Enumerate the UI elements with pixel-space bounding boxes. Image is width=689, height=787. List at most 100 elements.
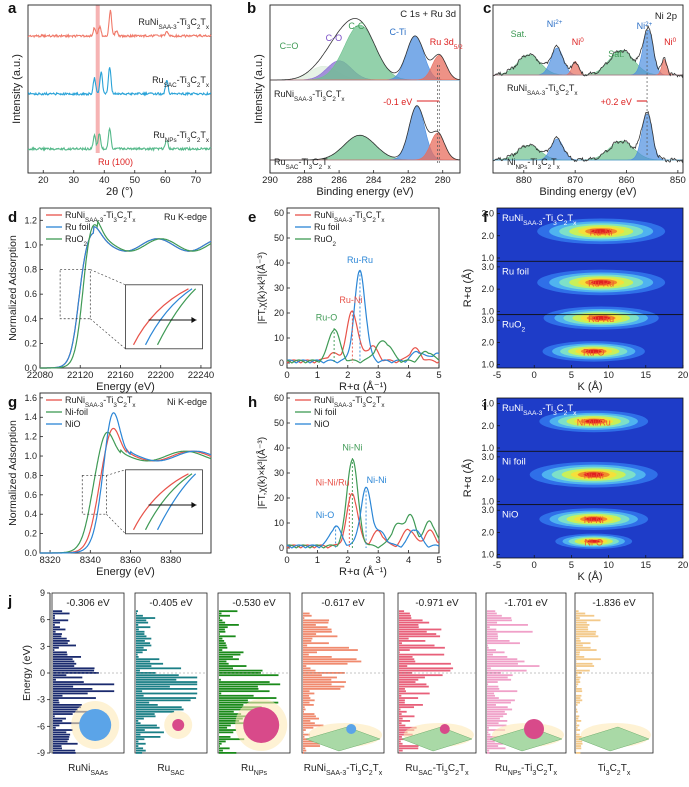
dos-item-label: Ti3C2Tx bbox=[598, 763, 631, 777]
y-tick-label: 1.2 bbox=[24, 432, 37, 442]
dos-bar bbox=[303, 640, 312, 642]
dos-bar bbox=[487, 617, 512, 619]
dos-bar bbox=[399, 683, 427, 686]
heatmap-label: Ni-O bbox=[584, 537, 603, 547]
dos-bar bbox=[399, 610, 405, 613]
exafs-line bbox=[286, 310, 440, 364]
chart-title: Ni 2p bbox=[655, 11, 677, 22]
value-box bbox=[53, 594, 123, 610]
dos-bar bbox=[219, 740, 226, 743]
label-part: -Ti bbox=[521, 763, 532, 774]
label-part: 3 bbox=[362, 402, 366, 409]
dos-bar bbox=[136, 710, 175, 713]
label-part: x bbox=[574, 90, 578, 97]
dos-bar bbox=[136, 690, 143, 693]
dos-bar bbox=[219, 614, 230, 617]
dos-bar bbox=[136, 633, 145, 635]
label-part: 2 bbox=[565, 90, 569, 97]
dos-bar bbox=[576, 667, 577, 670]
label-part: x bbox=[627, 770, 631, 777]
dos-bar bbox=[303, 717, 320, 720]
x-tick-label: 860 bbox=[619, 175, 635, 186]
dos-bar bbox=[53, 681, 84, 683]
label-part: Ru bbox=[153, 130, 165, 140]
dos-bar bbox=[53, 619, 69, 622]
dos-bar bbox=[136, 694, 144, 697]
dos-bar bbox=[399, 642, 402, 645]
dos-bar bbox=[219, 624, 239, 626]
label-part: x bbox=[341, 96, 345, 103]
x-tick-label: 8320 bbox=[39, 555, 60, 566]
dos-bar bbox=[136, 656, 139, 658]
dos-bar bbox=[303, 612, 310, 615]
dos-bar bbox=[487, 637, 498, 640]
label-part: SAA-3 bbox=[334, 402, 353, 409]
dos-bar bbox=[487, 733, 491, 736]
y-tick-label: 30 bbox=[274, 283, 284, 293]
heatmap-label: Ru-O bbox=[583, 347, 605, 357]
ni0-label: Ni0 bbox=[664, 37, 677, 48]
dos-bar bbox=[303, 662, 348, 665]
supported-cluster bbox=[439, 724, 450, 734]
dos-bar bbox=[219, 749, 223, 752]
heatmap-title: NiO bbox=[502, 510, 518, 521]
dos-bar bbox=[576, 610, 579, 613]
dos-bar bbox=[399, 674, 443, 677]
label-part: RuNi bbox=[304, 763, 326, 774]
dos-bar bbox=[53, 731, 67, 734]
dos-bar bbox=[399, 678, 419, 681]
y-tick-label: 0.4 bbox=[24, 509, 37, 519]
y-axis-label: Normalized Adsorption bbox=[7, 420, 19, 526]
y-tick-label: 1.4 bbox=[24, 412, 37, 422]
label-part: T bbox=[621, 763, 627, 774]
label-part: T bbox=[376, 210, 382, 220]
heatmap-label: Ru-Ru bbox=[588, 314, 614, 324]
dos-bar bbox=[576, 628, 589, 631]
label-part: SAA-3 bbox=[527, 90, 546, 97]
y-tick-label: 0.8 bbox=[24, 265, 37, 275]
y-tick-label: 2.0 bbox=[481, 527, 494, 537]
label-part: 2 bbox=[369, 770, 373, 777]
label-part: T bbox=[459, 763, 465, 774]
label-part: SAA-3 bbox=[334, 217, 353, 224]
label-part: C bbox=[190, 17, 197, 27]
x-tick-label: 10 bbox=[603, 370, 614, 381]
dos-bar bbox=[576, 726, 578, 729]
dos-bar bbox=[219, 699, 248, 702]
dos-bar bbox=[136, 642, 151, 645]
label-part: x bbox=[573, 220, 577, 227]
dos-bar bbox=[219, 694, 254, 697]
dos-bar bbox=[576, 704, 578, 706]
dos-bar bbox=[303, 720, 311, 722]
dos-bar bbox=[576, 740, 583, 743]
dos-bar bbox=[136, 637, 152, 640]
dos-bar bbox=[136, 685, 170, 688]
xrd-line-RuNi bbox=[27, 9, 212, 39]
dos-bar bbox=[487, 619, 512, 622]
dos-bar bbox=[53, 738, 69, 741]
dos-bar bbox=[576, 701, 580, 704]
dos-bar bbox=[487, 676, 508, 679]
label-part: -Ti bbox=[542, 213, 553, 224]
dos-bar bbox=[576, 678, 580, 681]
dos-bar bbox=[303, 740, 321, 743]
dos-bar bbox=[576, 736, 582, 738]
dos-bar bbox=[53, 656, 82, 658]
dos-bar bbox=[136, 676, 198, 679]
mxene-slab bbox=[489, 726, 563, 752]
label-part: 2 bbox=[197, 137, 201, 144]
dos-bar bbox=[219, 747, 230, 750]
dos-bar bbox=[53, 669, 95, 672]
panel-b: 290 288 286 284 282 280 -0.1 eV C 1s + Ru 3d C-C… bbox=[253, 4, 463, 198]
y-axis-label: R+α (Å) bbox=[461, 269, 474, 307]
dos-bar bbox=[219, 651, 244, 654]
dos-bar bbox=[487, 626, 490, 629]
dos-bar bbox=[219, 669, 263, 672]
zoom-connector bbox=[90, 318, 126, 350]
dos-bar bbox=[136, 665, 152, 667]
dos-bar bbox=[487, 742, 504, 745]
dos-bar bbox=[303, 749, 307, 752]
label-part: 3 bbox=[532, 770, 536, 777]
dos-bar bbox=[576, 676, 581, 679]
xps-series-label: RuSAC-Ti3C2Tx bbox=[274, 157, 332, 171]
